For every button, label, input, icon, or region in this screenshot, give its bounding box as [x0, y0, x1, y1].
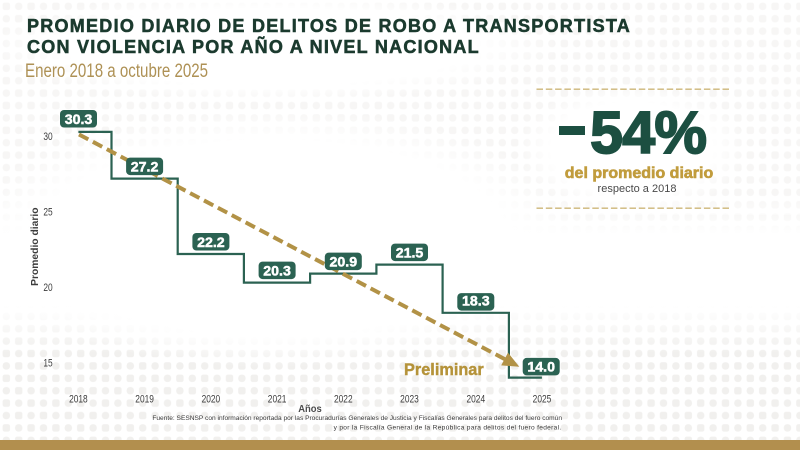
svg-text:30.3: 30.3 — [65, 112, 93, 128]
svg-text:25: 25 — [43, 207, 52, 219]
svg-text:2023: 2023 — [400, 393, 419, 405]
svg-text:15: 15 — [43, 358, 52, 370]
svg-text:2024: 2024 — [466, 393, 485, 405]
svg-text:18.3: 18.3 — [462, 294, 490, 310]
svg-text:2021: 2021 — [268, 393, 287, 405]
svg-text:2020: 2020 — [202, 393, 221, 405]
svg-text:Fuente: SESNSP con información: Fuente: SESNSP con información reportada… — [152, 415, 562, 422]
svg-text:22.2: 22.2 — [197, 235, 225, 251]
svg-text:30: 30 — [43, 131, 52, 143]
svg-text:y por la Fiscalía General de l: y por la Fiscalía General de la Repúblic… — [334, 425, 562, 432]
svg-text:2025: 2025 — [533, 393, 552, 405]
svg-text:20.3: 20.3 — [263, 263, 291, 279]
svg-text:2018: 2018 — [69, 393, 88, 405]
svg-text:27.2: 27.2 — [131, 159, 159, 175]
svg-text:Años: Años — [298, 404, 322, 416]
svg-text:21.5: 21.5 — [396, 245, 424, 261]
svg-text:20.9: 20.9 — [329, 254, 357, 270]
svg-text:20: 20 — [43, 282, 52, 294]
svg-text:14.0: 14.0 — [527, 360, 555, 376]
svg-text:2019: 2019 — [135, 393, 154, 405]
svg-text:Promedio diario: Promedio diario — [30, 208, 41, 286]
svg-text:2022: 2022 — [334, 393, 353, 405]
